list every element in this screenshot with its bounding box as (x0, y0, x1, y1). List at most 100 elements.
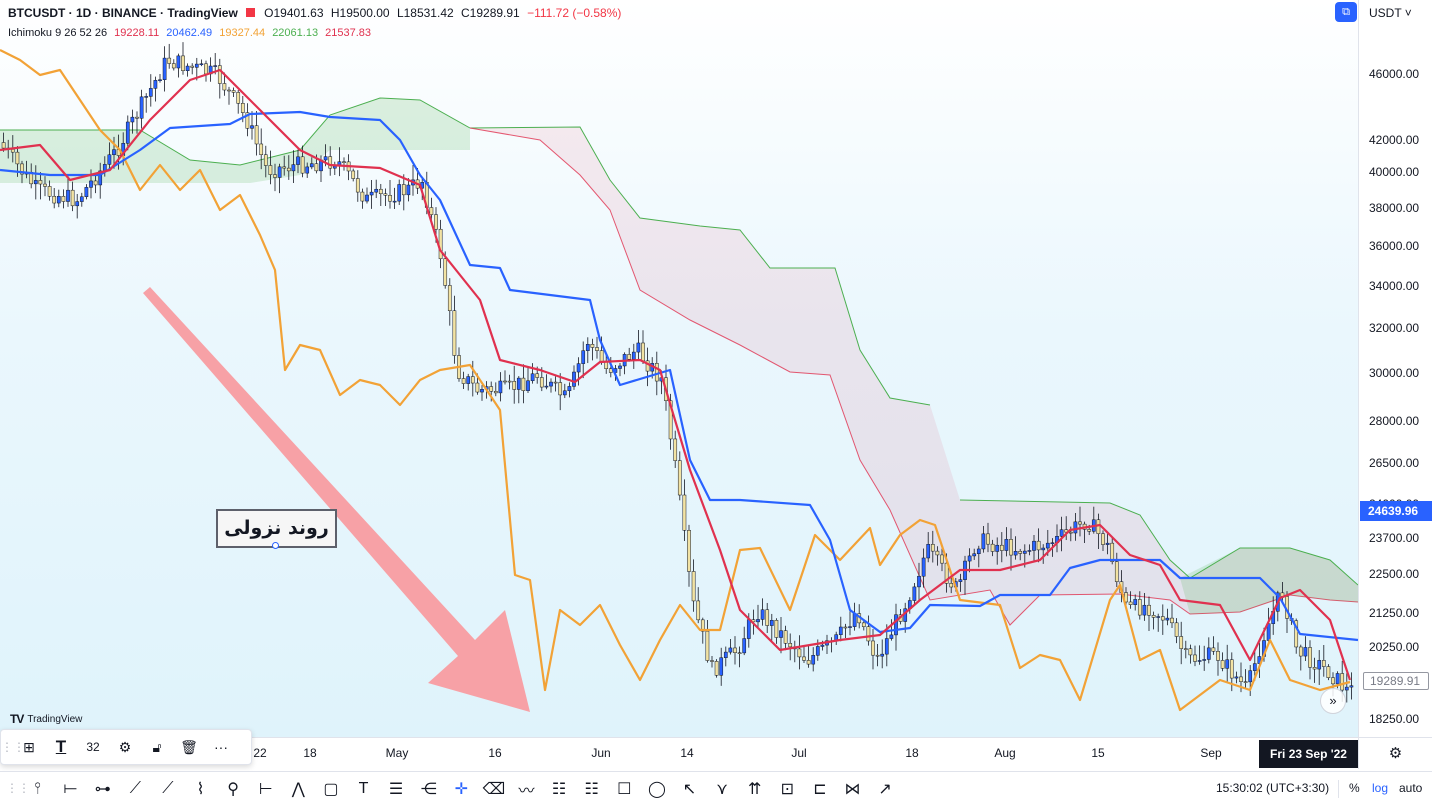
price-tick-label: 22500.00 (1369, 567, 1420, 581)
indicator-name[interactable]: Ichimoku 9 26 52 26 (8, 27, 108, 39)
candle (530, 363, 535, 384)
path-icon[interactable]: ⌇ (196, 781, 205, 798)
tradingview-logo[interactable]: TV TradingView (10, 712, 82, 726)
currency-unit-select[interactable]: USDT ˅ (1369, 6, 1412, 20)
time-tick-label: 15 (1091, 746, 1105, 760)
pin-icon[interactable]: ⚲ (227, 781, 239, 798)
candle (291, 150, 296, 183)
candle (144, 93, 149, 113)
lock-icon[interactable]: 🔓︎ (152, 738, 162, 755)
horizontal-line-icon[interactable]: ⊶ (94, 781, 111, 798)
flag-icon[interactable] (245, 8, 255, 17)
measure-icon[interactable]: ⊏ (813, 781, 827, 798)
forecast-icon[interactable]: ⇈ (747, 781, 762, 798)
candle (457, 347, 461, 382)
candle (687, 524, 691, 587)
pitchfork-icon[interactable]: ⋲ (420, 781, 437, 798)
close-value: C19289.91 (461, 6, 520, 20)
xabcd-icon[interactable]: ⋎ (716, 781, 728, 798)
candle (1174, 618, 1179, 644)
text-icon[interactable]: T (358, 780, 369, 797)
candle (986, 522, 990, 553)
annotation-handle[interactable] (272, 542, 279, 549)
candle (861, 619, 866, 631)
candle (296, 149, 300, 174)
drag-handle-icon[interactable]: ⋮⋮ (6, 781, 30, 795)
candle (199, 59, 204, 67)
candle (921, 548, 926, 588)
symbol-legend[interactable]: BTCUSDT · 1D · BINANCE · TradingView O19… (8, 6, 625, 20)
candle (972, 548, 977, 560)
vertical-line-icon[interactable]: ⫯ (34, 780, 41, 797)
trend-line-icon[interactable]: ⟋ (129, 780, 141, 797)
candle (558, 373, 563, 411)
candle (461, 371, 466, 390)
settings-icon[interactable]: ⚙ (118, 738, 132, 755)
clock-readout[interactable]: 15:30:02 (UTC+3:30) (1216, 781, 1330, 795)
parallel-channel-icon[interactable]: ☰ (388, 781, 404, 798)
elliott-icon[interactable]: ⋈ (844, 781, 861, 798)
crosshair-icon[interactable]: ✛ (454, 781, 468, 798)
candle (1147, 596, 1151, 632)
candle (1202, 645, 1207, 671)
candle (1303, 636, 1308, 661)
candle (742, 626, 747, 656)
drag-handle-icon[interactable]: ⋮⋮ (1, 740, 25, 754)
candle (1073, 512, 1078, 541)
price-tick-label: 36000.00 (1369, 239, 1420, 253)
font-size-value[interactable]: 32 (86, 740, 100, 754)
lagging-span-line (0, 49, 1351, 712)
rectangle-icon[interactable]: ▢ (323, 781, 339, 798)
chart-canvas[interactable] (0, 0, 1358, 737)
chart-settings-gear-icon[interactable]: ⚙ (1358, 737, 1432, 769)
log-toggle[interactable]: log (1372, 781, 1389, 795)
camera-icon[interactable]: ⧉ (1335, 2, 1357, 22)
chart-pane[interactable]: BTCUSDT · 1D · BINANCE · TradingView O19… (0, 0, 1358, 737)
indicator-legend[interactable]: Ichimoku 9 26 52 26 19228.11 20462.49 19… (8, 27, 375, 39)
polyline-icon[interactable]: ⋀ (291, 781, 305, 798)
eraser-icon[interactable]: ⌫ (482, 781, 506, 798)
long-position-icon[interactable]: ⊡ (780, 781, 794, 798)
candle (880, 639, 885, 669)
candle (162, 46, 167, 92)
candle (1206, 637, 1211, 664)
candle (411, 164, 415, 196)
candle (1321, 645, 1326, 677)
callout-icon[interactable]: ☐ (617, 781, 632, 798)
candle (273, 163, 277, 192)
candle (61, 189, 66, 209)
fib-retracement-icon[interactable]: ☷ (551, 781, 567, 798)
candle (1036, 528, 1041, 563)
cursor-icon[interactable]: ↖ (682, 781, 697, 798)
gann-icon[interactable]: ☷ (584, 781, 599, 798)
candle (1211, 636, 1216, 655)
price-tick-label: 30000.00 (1369, 366, 1420, 380)
auto-toggle[interactable]: auto (1399, 781, 1423, 795)
candle (47, 180, 52, 201)
candle (590, 338, 595, 361)
date-range-icon[interactable]: ⊢ (258, 781, 273, 798)
candle (1294, 618, 1299, 654)
brush-icon[interactable]: 〰 (518, 783, 535, 800)
candle (507, 374, 512, 390)
percent-toggle[interactable]: % (1349, 781, 1360, 795)
time-tick-label: Sep (1200, 746, 1222, 760)
price-scale[interactable]: USDT ˅ 46000.00 42000.00 40000.00 38000.00 3… (1358, 0, 1432, 737)
candle (1078, 506, 1082, 537)
more-icon[interactable]: ··· (214, 739, 228, 755)
arrow-marker-icon[interactable]: ↗ (878, 781, 892, 798)
ray-icon[interactable]: ⟋ (162, 780, 174, 797)
downtrend-arrow[interactable] (143, 287, 530, 712)
drawing-floating-toolbar[interactable]: ⋮⋮ ⊞ T 32 ⚙ 🔓︎ 🗑︎ ··· (0, 729, 252, 765)
trash-icon[interactable]: 🗑︎ (180, 738, 198, 755)
horizontal-ray-icon[interactable]: ⟝ (63, 780, 77, 797)
text-tool-icon[interactable]: T (55, 737, 67, 756)
downtrend-arrow-shape[interactable] (143, 287, 530, 712)
candle (503, 370, 507, 385)
senkou-b-line (469, 127, 1358, 626)
templates-icon[interactable]: ⊞ (23, 738, 35, 755)
candle (277, 163, 282, 194)
scroll-to-realtime-button[interactable]: » (1320, 688, 1346, 714)
symbol-name[interactable]: BTCUSDT · 1D · BINANCE · TradingView (8, 6, 238, 20)
ellipse-icon[interactable]: ◯ (647, 781, 666, 798)
